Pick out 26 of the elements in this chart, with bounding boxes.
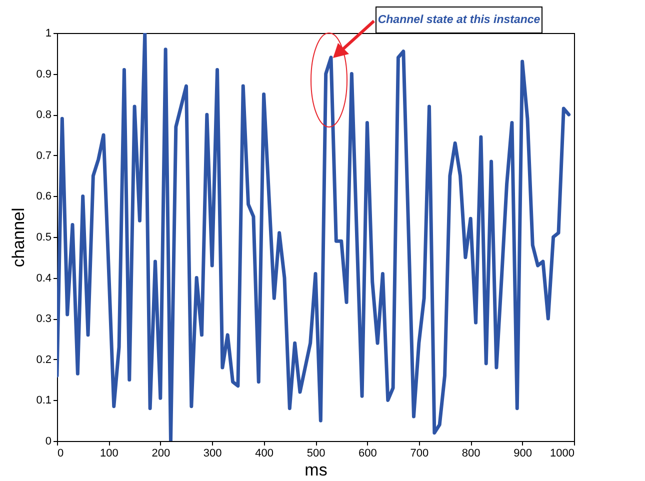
x-tick-label: 900 <box>514 448 532 460</box>
y-tick-label: 1 <box>45 28 52 40</box>
y-tick-label: 0.5 <box>36 232 52 244</box>
x-tick-label: 0 <box>58 448 64 460</box>
x-tick-label: 800 <box>462 448 480 460</box>
x-axis-title: ms <box>304 460 328 480</box>
y-tick-label: 0.8 <box>36 109 52 122</box>
y-tick-label: 0.1 <box>36 394 52 407</box>
x-tick-label: 300 <box>203 448 222 460</box>
y-tick-label: 0.4 <box>36 272 52 284</box>
x-tick-label: 500 <box>306 448 326 460</box>
y-axis-title: channel <box>9 208 28 268</box>
x-tick-label: 600 <box>358 448 377 460</box>
x-tick-label: 1000 <box>550 448 574 460</box>
y-tick-label: 0.9 <box>36 68 52 80</box>
line-series <box>57 33 571 441</box>
y-tick-label: 0.3 <box>36 313 52 326</box>
y-tick-label: 0 <box>45 436 52 448</box>
x-tick-label: 100 <box>100 448 118 460</box>
x-tick-label: 700 <box>410 448 429 460</box>
x-tick-label: 200 <box>152 448 170 460</box>
text: Channel state at this instance <box>378 14 541 26</box>
x-tick-label: 400 <box>255 448 274 460</box>
y-tick-label: 0.2 <box>36 354 52 366</box>
y-tick-label: 0.6 <box>36 190 52 203</box>
y-tick-label: 0.7 <box>36 150 52 162</box>
